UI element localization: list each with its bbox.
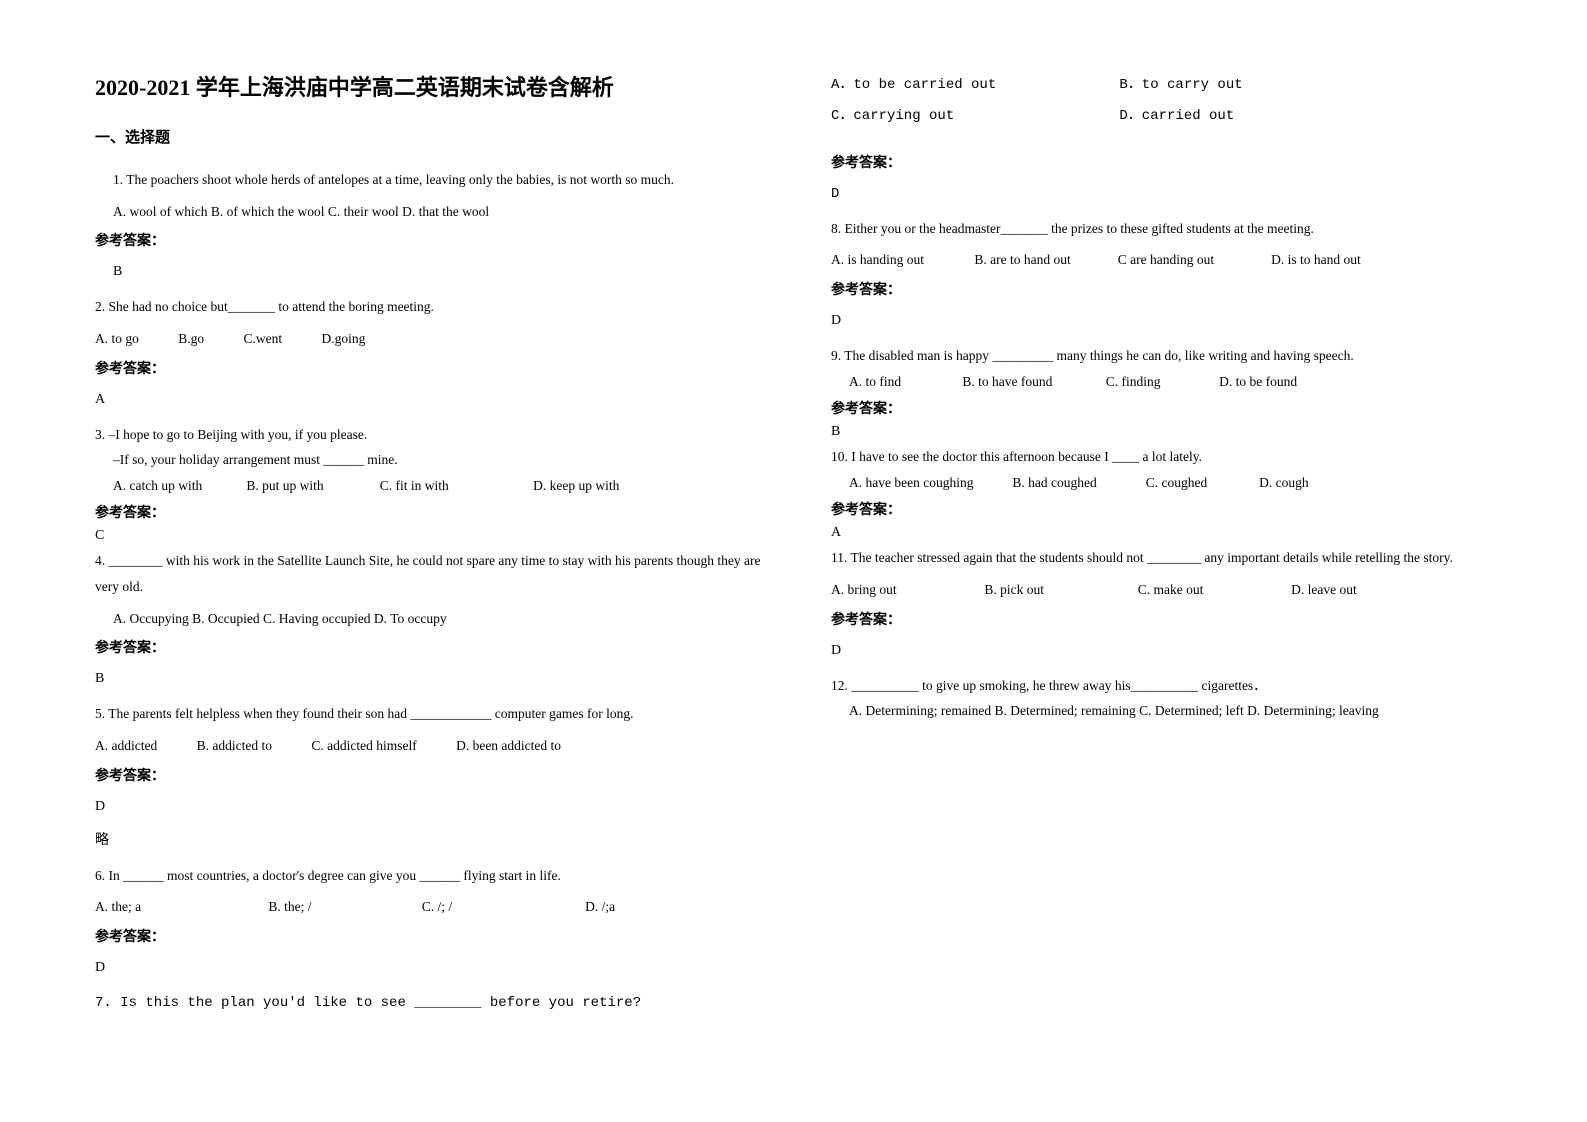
q8-a: A. is handing out (831, 247, 971, 273)
q7-d: D．carried out (1119, 108, 1234, 124)
q11-text: 11. The teacher stressed again that the … (831, 545, 1497, 571)
q11-c: C. make out (1138, 577, 1288, 603)
q8-text: 8. Either you or the headmaster_______ t… (831, 216, 1497, 242)
q8-b: B. are to hand out (974, 247, 1114, 273)
q9-b: B. to have found (962, 369, 1102, 395)
q5-answer-label: 参考答案： (95, 765, 761, 785)
q7-opts: A．to be carried out B．to carry out C．car… (831, 70, 1497, 132)
q11-d: D. leave out (1291, 582, 1357, 597)
q2-c: C.went (244, 326, 283, 352)
q6-opts: A. the; a B. the; / C. /; / D. /;a (95, 894, 761, 920)
q5-c: C. addicted himself (311, 733, 416, 759)
q6-answer: D (95, 960, 761, 976)
q3-b: B. put up with (246, 473, 376, 499)
q10-opts: A. have been coughing B. had coughed C. … (831, 470, 1497, 496)
q3-c: C. fit in with (380, 473, 530, 499)
q3-opts: A. catch up with B. put up with C. fit i… (95, 473, 761, 499)
q2-answer: A (95, 392, 761, 408)
q8-d: D. is to hand out (1271, 252, 1361, 267)
q9-opts: A. to find B. to have found C. finding D… (831, 369, 1497, 395)
q10-answer: A (831, 525, 1497, 541)
q11-b: B. pick out (984, 577, 1134, 603)
q9-answer-label: 参考答案： (831, 398, 1497, 418)
q10-d: D. cough (1259, 475, 1309, 490)
q1-answer-label: 参考答案： (95, 230, 761, 250)
exam-title: 2020-2021 学年上海洪庙中学高二英语期末试卷含解析 (95, 70, 761, 102)
q10-b: B. had coughed (1012, 470, 1142, 496)
q6-text: 6. In ______ most countries, a doctor's … (95, 863, 761, 889)
q3-d: D. keep up with (533, 478, 619, 493)
q3-answer-label: 参考答案： (95, 502, 761, 522)
q3-l1: 3. –I hope to go to Beijing with you, if… (95, 422, 761, 448)
q7-b: B．to carry out (1119, 77, 1242, 93)
q5-d: D. been addicted to (456, 733, 561, 759)
q9-c: C. finding (1106, 369, 1216, 395)
q11-answer-label: 参考答案： (831, 609, 1497, 629)
q2-a: A. to go (95, 326, 139, 352)
q5-answer: D (95, 799, 761, 815)
q11-a: A. bring out (831, 577, 981, 603)
q9-text: 9. The disabled man is happy _________ m… (831, 343, 1497, 369)
q6-d: D. /;a (585, 899, 615, 914)
q3-answer: C (95, 528, 761, 544)
q4-text: 4. ________ with his work in the Satelli… (95, 548, 761, 599)
q5-a: A. addicted (95, 733, 157, 759)
q10-answer-label: 参考答案： (831, 499, 1497, 519)
q4-answer-label: 参考答案： (95, 637, 761, 657)
q3-a: A. catch up with (113, 473, 243, 499)
q11-answer: D (831, 643, 1497, 659)
q7-text: 7. Is this the plan you'd like to see __… (95, 990, 761, 1017)
q8-c: C are handing out (1118, 247, 1268, 273)
q4-opts: A. Occupying B. Occupied C. Having occup… (95, 606, 761, 632)
q8-answer-label: 参考答案： (831, 279, 1497, 299)
q9-answer: B (831, 424, 1497, 440)
q6-c: C. /; / (422, 894, 582, 920)
q10-text: 10. I have to see the doctor this aftern… (831, 444, 1497, 470)
q4-answer: B (95, 671, 761, 687)
q8-opts: A. is handing out B. are to hand out C a… (831, 247, 1497, 273)
q12-opts: A. Determining; remained B. Determined; … (831, 698, 1497, 724)
q2-b: B.go (178, 326, 204, 352)
q6-answer-label: 参考答案： (95, 926, 761, 946)
q7-a: A．to be carried out (831, 70, 1111, 101)
q2-opts: A. to go B.go C.went D.going (95, 326, 761, 352)
q1-opts: A. wool of which B. of which the wool C.… (95, 199, 761, 225)
q5-opts: A. addicted B. addicted to C. addicted h… (95, 733, 761, 759)
q11-opts: A. bring out B. pick out C. make out D. … (831, 577, 1497, 603)
q3-l2: –If so, your holiday arrangement must __… (95, 447, 761, 473)
q1-text: 1. The poachers shoot whole herds of ant… (95, 167, 761, 193)
q1-answer: B (95, 264, 761, 280)
q10-c: C. coughed (1146, 470, 1256, 496)
q2-text: 2. She had no choice but_______ to atten… (95, 294, 761, 320)
q7-answer: D (831, 186, 1497, 202)
q7-answer-label: 参考答案： (831, 152, 1497, 172)
q12-text: 12. __________ to give up smoking, he th… (831, 673, 1497, 699)
q7-c: C．carrying out (831, 101, 1111, 132)
q9-a: A. to find (849, 369, 959, 395)
q5-omit: 略 (95, 829, 761, 849)
q5-text: 5. The parents felt helpless when they f… (95, 701, 761, 727)
q9-d: D. to be found (1219, 374, 1297, 389)
q2-answer-label: 参考答案： (95, 358, 761, 378)
q6-b: B. the; / (268, 894, 418, 920)
q8-answer: D (831, 313, 1497, 329)
section-header: 一、选择题 (95, 126, 761, 147)
q6-a: A. the; a (95, 894, 265, 920)
q5-b: B. addicted to (197, 733, 272, 759)
q2-d: D.going (322, 326, 366, 352)
q10-a: A. have been coughing (849, 470, 1009, 496)
